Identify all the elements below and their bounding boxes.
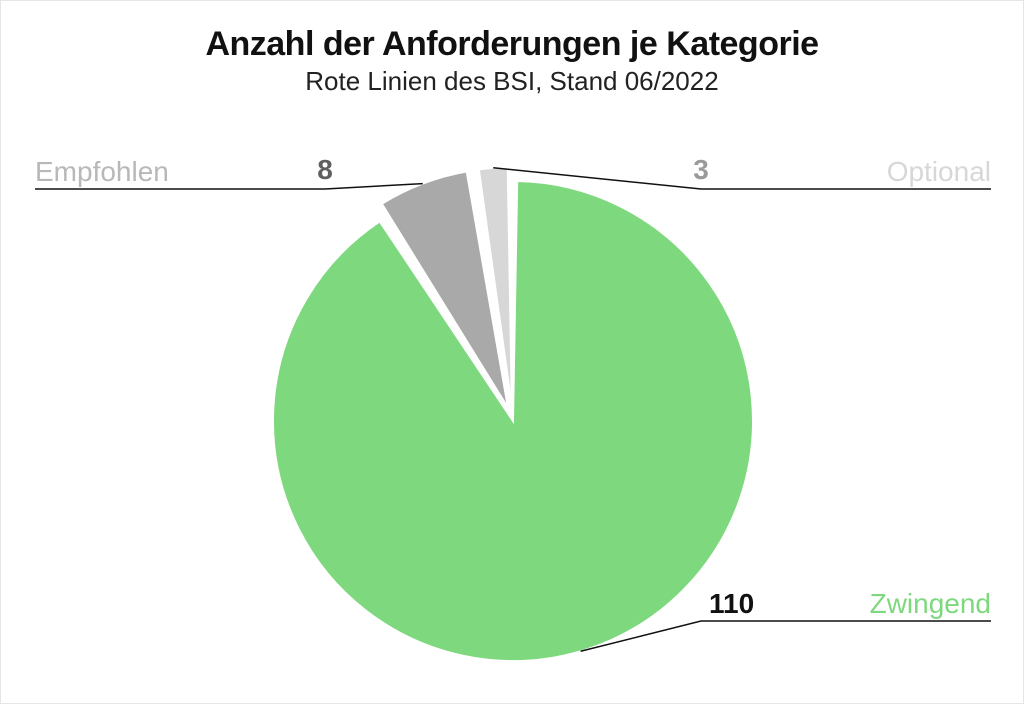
pie-chart: 110 Zwingend 8 Empfohlen 3 Optional <box>1 111 1023 683</box>
slice-label-empfohlen: Empfohlen <box>35 156 169 187</box>
slice-label-zwingend: Zwingend <box>870 588 991 619</box>
slice-value-empfohlen: 8 <box>317 154 333 185</box>
slice-value-zwingend: 110 <box>709 588 754 619</box>
slice-label-optional: Optional <box>887 156 991 187</box>
slice-value-optional: 3 <box>693 154 709 185</box>
pie-slice-zwingend <box>273 181 753 661</box>
chart-frame: Anzahl der Anforderungen je Kategorie Ro… <box>0 0 1024 704</box>
chart-subtitle: Rote Linien des BSI, Stand 06/2022 <box>1 66 1023 97</box>
chart-title: Anzahl der Anforderungen je Kategorie <box>1 25 1023 64</box>
leader-line-zwingend <box>581 621 991 651</box>
